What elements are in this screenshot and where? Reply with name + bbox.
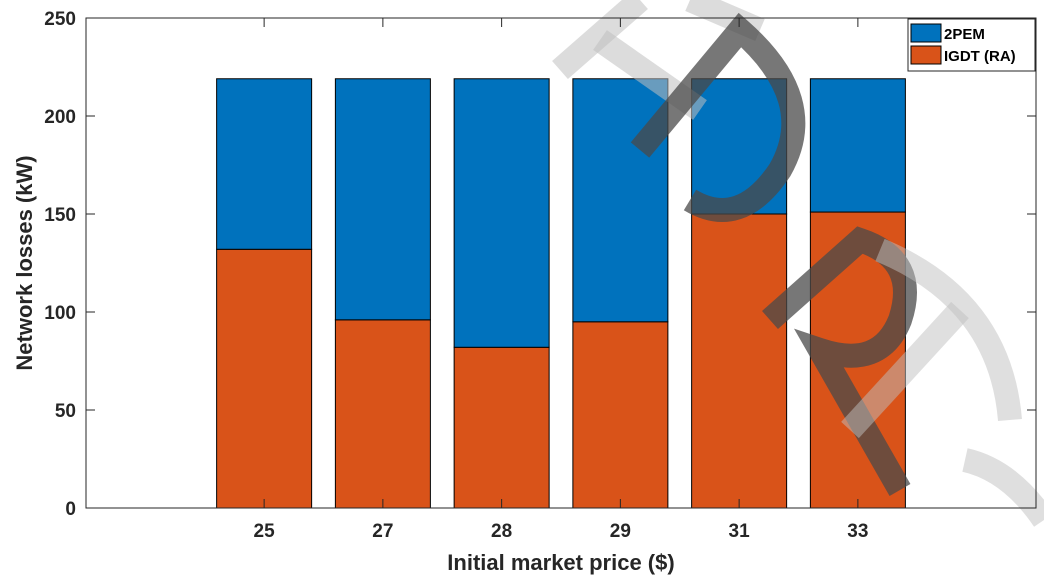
x-tick-label: 31 (729, 521, 751, 542)
legend-swatch-igdt-ra (910, 45, 942, 65)
bar-2pem-33 (809, 78, 906, 213)
y-tick-label: 50 (55, 401, 76, 422)
legend-label-igdt-ra: IGDT (RA) (944, 48, 1016, 65)
x-tick-label: 27 (372, 521, 393, 542)
x-axis: 25 27 28 29 31 33 (254, 18, 868, 542)
bar-igdt-ra-27 (334, 319, 431, 509)
x-axis-label: Initial market price ($) (447, 550, 674, 575)
bar-igdt-ra-29 (572, 321, 669, 509)
legend-label-2pem: 2PEM (944, 26, 985, 43)
watermark-stroke (552, 0, 648, 80)
y-axis: 0 50 100 150 200 250 (44, 9, 1036, 520)
y-tick-label: 150 (44, 205, 76, 226)
x-tick-label: 28 (491, 521, 512, 542)
bar-2pem-27 (334, 78, 431, 321)
bar-igdt-ra-28 (453, 346, 550, 509)
legend: 2PEM IGDT (RA) (907, 18, 1036, 72)
bar-2pem-28 (453, 78, 550, 348)
watermark-icon (552, 0, 1044, 527)
y-tick-label: 200 (44, 107, 76, 128)
y-tick-label: 250 (44, 9, 76, 30)
y-tick-label: 100 (44, 303, 76, 324)
x-tick-label: 25 (254, 521, 276, 542)
legend-swatch-2pem (910, 23, 942, 43)
watermark-stroke (630, 12, 806, 222)
plot-area: 0 50 100 150 200 250 25 27 28 29 31 33 (44, 0, 1044, 542)
watermark-stroke (875, 238, 1022, 422)
bar-2pem-25 (216, 78, 313, 250)
watermark-stroke (841, 301, 969, 439)
x-tick-label: 29 (610, 521, 631, 542)
axes-border (85, 17, 1037, 509)
bar-igdt-ra-25 (216, 248, 313, 509)
y-axis-label: Network losses (kW) (12, 155, 37, 370)
x-tick-label: 33 (847, 521, 868, 542)
watermark-stroke (962, 448, 1044, 527)
y-tick-label: 0 (65, 499, 76, 520)
bar-igdt-ra-31 (691, 213, 788, 509)
